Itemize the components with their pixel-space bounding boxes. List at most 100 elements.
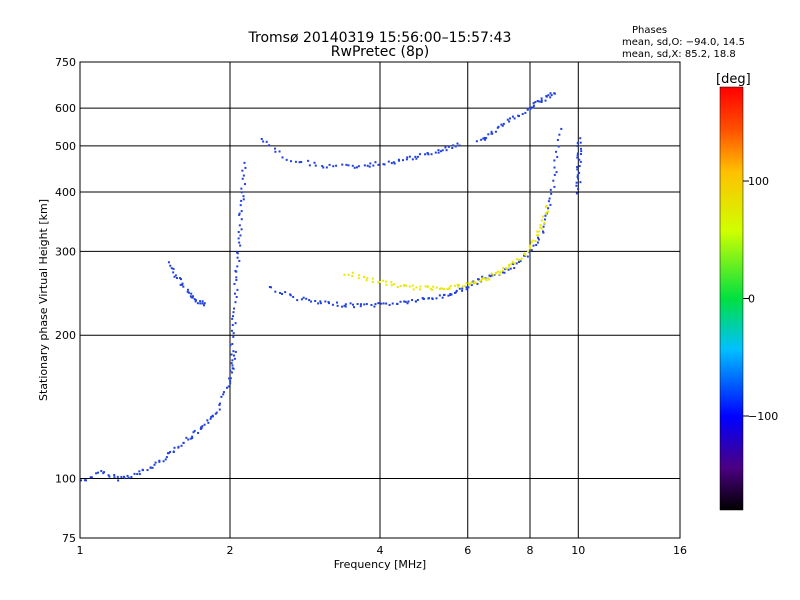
data-point bbox=[517, 260, 520, 263]
data-point bbox=[182, 441, 185, 444]
data-point bbox=[113, 476, 116, 479]
data-point bbox=[237, 237, 240, 240]
data-point bbox=[526, 250, 529, 253]
data-point bbox=[363, 303, 366, 306]
data-point bbox=[240, 228, 243, 231]
data-point bbox=[108, 475, 111, 478]
data-point bbox=[162, 460, 165, 463]
data-point bbox=[127, 476, 130, 479]
data-point bbox=[232, 354, 235, 357]
data-point bbox=[281, 156, 284, 159]
data-point bbox=[404, 300, 407, 303]
data-point bbox=[169, 450, 172, 453]
data-point bbox=[126, 474, 129, 477]
data-point bbox=[541, 230, 544, 233]
data-point bbox=[540, 99, 543, 102]
data-point bbox=[260, 138, 263, 141]
data-point bbox=[557, 145, 560, 148]
data-point bbox=[489, 275, 492, 278]
data-point bbox=[534, 101, 537, 104]
data-point bbox=[100, 470, 103, 473]
data-point bbox=[180, 278, 183, 281]
data-point bbox=[151, 466, 154, 469]
data-point bbox=[399, 284, 402, 287]
data-point bbox=[575, 192, 578, 195]
data-point bbox=[328, 163, 331, 166]
data-point bbox=[149, 466, 152, 469]
data-point bbox=[549, 96, 552, 99]
data-point bbox=[390, 281, 393, 284]
data-point bbox=[484, 138, 487, 141]
data-point bbox=[406, 302, 409, 305]
data-point bbox=[550, 94, 553, 97]
y-tick-label: 300 bbox=[55, 245, 76, 258]
data-point bbox=[514, 262, 517, 265]
data-point bbox=[497, 125, 500, 128]
data-point bbox=[218, 408, 221, 411]
data-point bbox=[177, 446, 180, 449]
data-point bbox=[491, 132, 494, 135]
data-point bbox=[518, 258, 521, 261]
data-point bbox=[138, 473, 141, 476]
data-point bbox=[523, 254, 526, 257]
x-axis-label: Frequency [MHz] bbox=[334, 558, 426, 571]
data-point bbox=[415, 157, 418, 160]
data-point bbox=[492, 274, 495, 277]
data-point bbox=[547, 210, 550, 213]
data-point bbox=[485, 279, 488, 282]
data-point bbox=[388, 303, 391, 306]
y-axis-ticks: 75 100 200 300 400 500 600 750 bbox=[55, 56, 76, 545]
data-point bbox=[327, 301, 330, 304]
data-point bbox=[555, 150, 558, 153]
data-point bbox=[83, 479, 86, 482]
data-point bbox=[201, 302, 204, 305]
data-point bbox=[284, 291, 287, 294]
data-point bbox=[516, 258, 519, 261]
data-point bbox=[179, 283, 182, 286]
data-point bbox=[427, 297, 430, 300]
data-point bbox=[240, 199, 243, 202]
data-point bbox=[510, 263, 513, 266]
data-point bbox=[506, 118, 509, 121]
data-point bbox=[449, 285, 452, 288]
data-point bbox=[321, 165, 324, 168]
data-point bbox=[336, 301, 339, 304]
x-tick-label: 1 bbox=[77, 544, 84, 557]
data-point bbox=[174, 274, 177, 277]
data-point bbox=[238, 224, 241, 227]
data-point bbox=[550, 192, 553, 195]
data-point bbox=[542, 231, 545, 234]
data-point bbox=[377, 302, 380, 305]
data-point bbox=[532, 104, 535, 107]
data-point bbox=[203, 423, 206, 426]
data-point bbox=[187, 438, 190, 441]
data-point bbox=[377, 281, 380, 284]
data-point bbox=[363, 164, 366, 167]
data-point bbox=[429, 287, 432, 290]
data-point bbox=[193, 298, 196, 301]
data-point bbox=[507, 268, 510, 271]
data-point bbox=[447, 294, 450, 297]
data-point bbox=[446, 288, 449, 291]
data-point bbox=[503, 271, 506, 274]
data-point bbox=[579, 147, 582, 150]
data-point bbox=[374, 161, 377, 164]
data-point bbox=[438, 287, 441, 290]
data-point bbox=[408, 285, 411, 288]
data-point bbox=[206, 419, 209, 422]
data-point bbox=[427, 153, 430, 156]
data-point bbox=[238, 213, 241, 216]
data-point bbox=[449, 293, 452, 296]
data-point bbox=[468, 283, 471, 286]
data-point bbox=[239, 204, 242, 207]
data-point bbox=[508, 120, 511, 123]
data-point bbox=[197, 431, 200, 434]
data-point bbox=[407, 300, 410, 303]
data-point bbox=[280, 292, 283, 295]
data-point bbox=[173, 275, 176, 278]
data-point bbox=[494, 130, 497, 133]
data-point bbox=[418, 153, 421, 156]
data-point bbox=[235, 251, 238, 254]
data-point bbox=[368, 165, 371, 168]
data-point bbox=[232, 335, 235, 338]
